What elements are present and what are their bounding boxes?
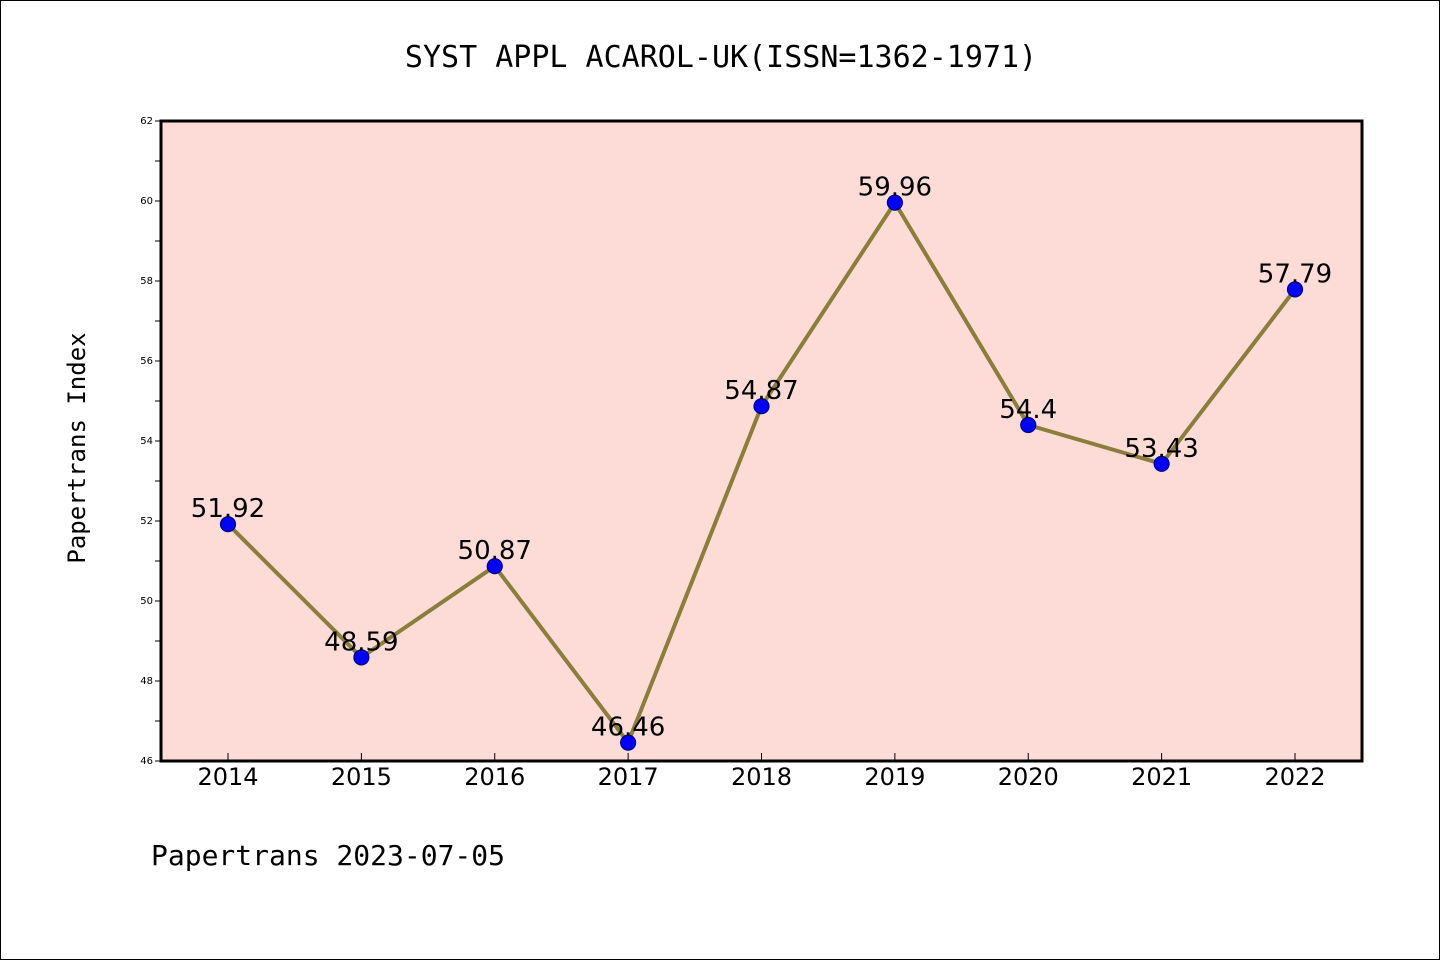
y-tick-label: 58 <box>140 276 153 287</box>
y-axis-label: Papertrans Index <box>63 332 91 563</box>
data-label: 54.4 <box>999 395 1057 425</box>
x-tick-label: 2019 <box>864 763 925 791</box>
data-point <box>886 194 903 211</box>
y-tick-label: 60 <box>140 196 153 207</box>
x-tick-label: 2017 <box>598 763 659 791</box>
y-tick-label: 56 <box>140 356 153 367</box>
x-tick-label: 2014 <box>197 763 258 791</box>
data-point <box>1286 281 1304 298</box>
y-tick-label: 52 <box>140 516 153 527</box>
y-tick-label: 48 <box>140 676 153 687</box>
y-tick-label: 46 <box>140 756 153 767</box>
data-label: 59.96 <box>858 173 932 203</box>
x-tick-label: 2018 <box>731 763 792 791</box>
data-point <box>353 649 370 666</box>
y-tick-label: 50 <box>140 596 153 607</box>
series-group <box>219 194 1304 751</box>
data-point <box>1153 455 1170 472</box>
data-label: 50.87 <box>458 536 532 566</box>
data-label: 53.43 <box>1124 434 1198 464</box>
data-point <box>753 398 770 415</box>
data-label: 48.59 <box>324 627 398 657</box>
x-tick-label: 2016 <box>464 763 525 791</box>
y-tick-label: 54 <box>140 436 153 447</box>
data-labels: 51.92 48.59 50.87 46.46 54.87 59.96 54.4 53.43 5… <box>191 173 1332 743</box>
x-tick-label: 2022 <box>1264 763 1325 791</box>
data-label: 46.46 <box>591 713 665 743</box>
y-axis-ticks: 46 48 50 52 54 56 58 60 62 <box>140 116 161 767</box>
data-point <box>486 558 503 575</box>
y-tick-label: 62 <box>140 116 153 127</box>
footer-text: Papertrans 2023-07-05 <box>151 839 505 872</box>
data-label: 57.79 <box>1258 259 1332 289</box>
data-point <box>620 734 637 751</box>
chart-title: SYST APPL ACAROL-UK(ISSN=1362-1971) <box>405 40 1037 75</box>
x-tick-label: 2020 <box>998 763 1059 791</box>
data-point <box>1020 416 1037 434</box>
data-label: 51.92 <box>191 494 265 524</box>
x-tick-label: 2021 <box>1131 763 1192 791</box>
data-label: 54.87 <box>724 376 798 406</box>
x-axis-ticks: 2014 2015 2016 2017 2018 2019 2020 2021 2022 <box>197 753 1326 791</box>
data-point <box>219 516 237 533</box>
plot-border <box>159 119 1364 763</box>
x-tick-label: 2015 <box>331 763 392 791</box>
